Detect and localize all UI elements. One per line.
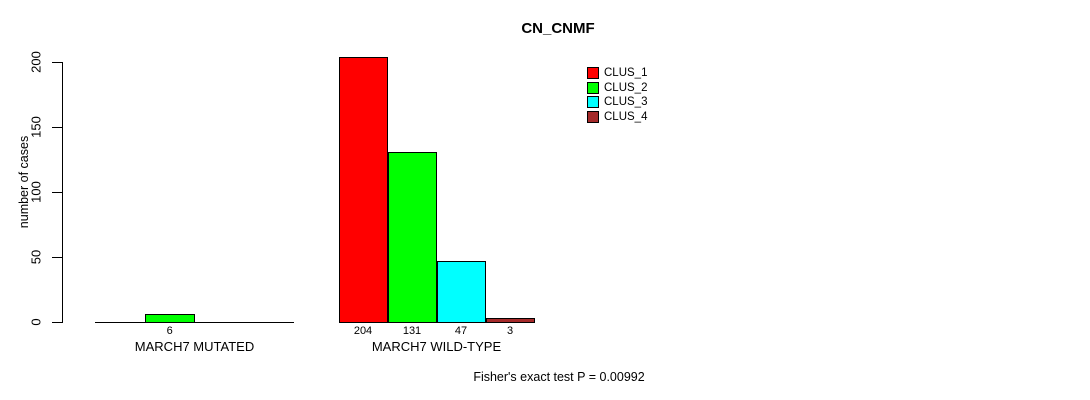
legend-label: CLUS_3 <box>604 96 648 109</box>
bar-value-label: 3 <box>506 325 514 337</box>
legend-label: CLUS_1 <box>604 67 648 80</box>
legend-row: CLUS_2 <box>587 81 647 96</box>
y-axis-tick-label: 150 <box>28 116 44 138</box>
legend-row: CLUS_4 <box>587 110 647 125</box>
category-label: MARCH7 WILD-TYPE <box>371 339 502 354</box>
y-axis-tick <box>52 257 62 258</box>
legend-label: CLUS_4 <box>604 110 648 123</box>
y-axis-tick-label: 200 <box>28 51 44 73</box>
bar-value-label: 204 <box>353 325 373 337</box>
annotation-text: Fisher's exact test P = 0.00992 <box>473 370 645 384</box>
bar-clus_3-1 <box>436 260 486 323</box>
bar-clus_1-1 <box>338 56 388 323</box>
legend: CLUS_1 CLUS_2 CLUS_3 CLUS_4 <box>587 66 647 124</box>
y-axis-tick-label: 100 <box>28 181 44 203</box>
y-axis-tick <box>52 192 62 193</box>
y-axis-tick-label: 0 <box>28 318 44 326</box>
legend-swatch-clus_2 <box>587 81 599 94</box>
bar-value-label: 47 <box>454 325 468 337</box>
y-axis-tick <box>52 127 62 128</box>
x-axis-baseline <box>95 322 294 323</box>
bar-clus_2-1 <box>387 151 437 323</box>
legend-row: CLUS_3 <box>587 95 647 110</box>
legend-swatch-clus_1 <box>587 67 599 80</box>
y-axis-tick <box>52 62 62 63</box>
bar-clus_4-1 <box>485 318 535 323</box>
bar-clus_2-0 <box>144 314 195 323</box>
category-label: MARCH7 MUTATED <box>134 339 255 354</box>
chart-title: CN_CNMF <box>521 20 595 37</box>
legend-label: CLUS_2 <box>604 81 648 94</box>
legend-row: CLUS_1 <box>587 66 647 81</box>
legend-swatch-clus_3 <box>587 96 599 109</box>
y-axis-tick-label: 50 <box>28 249 44 265</box>
y-axis-line <box>62 62 63 323</box>
y-axis-tick <box>52 322 62 323</box>
bar-value-label: 6 <box>166 325 173 337</box>
bar-value-label: 131 <box>402 325 422 337</box>
legend-swatch-clus_4 <box>587 110 599 123</box>
